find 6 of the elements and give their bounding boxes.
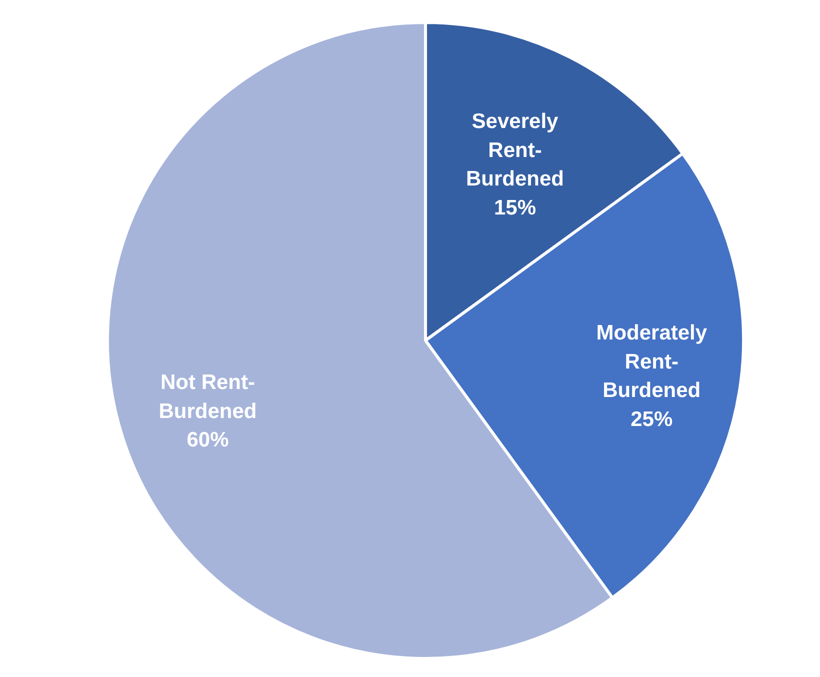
slice-label: Moderately Rent-Burdened	[596, 322, 708, 402]
data-label: 25%	[630, 408, 673, 431]
slice-label: Severely Rent-Burdened	[466, 110, 564, 191]
data-label: 60%	[186, 428, 230, 452]
data-label: 15%	[494, 196, 536, 220]
slice-label: Not Rent-Burdened	[158, 371, 257, 423]
